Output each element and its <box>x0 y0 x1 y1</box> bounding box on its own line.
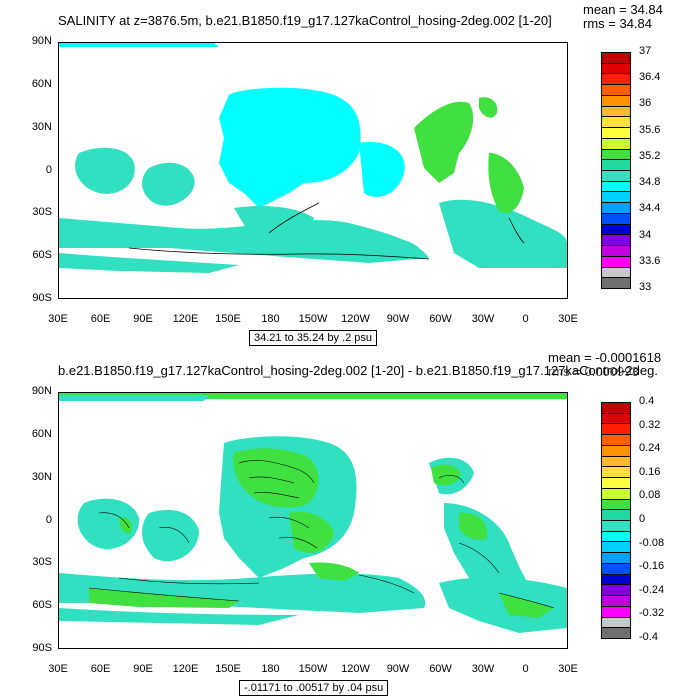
panel1-colorbar <box>601 52 631 289</box>
colorbar-label: 0.24 <box>639 442 661 455</box>
colorbar-label: 33.6 <box>639 254 661 267</box>
p2-lon-label: 30E <box>558 663 578 675</box>
p1-lat-label: 0 <box>45 163 52 176</box>
p2-lon-label: 90W <box>386 663 410 675</box>
p1-lat-label: 30S <box>32 206 52 219</box>
p2-lon-label: 30W <box>471 663 495 675</box>
colorbar-label: 0.16 <box>639 465 661 478</box>
p2-lon-label: 90E <box>133 663 153 675</box>
colorbar-label: 34.8 <box>639 176 661 189</box>
panel2-contour-info: -.01171 to .00517 by .04 psu <box>239 680 389 696</box>
panel1-map <box>59 43 567 273</box>
p2-lat-label: 90S <box>32 642 52 654</box>
p1-lon-label: 90W <box>386 313 410 325</box>
colorbar-label: 34.4 <box>639 202 661 215</box>
panel1-rms: rms = 34.84 <box>583 16 653 31</box>
p1-lon-label: 0 <box>522 313 529 325</box>
colorbar-label: -0.08 <box>639 536 665 549</box>
panel1-contour-info: 34.21 to 35.24 by .2 psu <box>249 330 378 346</box>
p2-lat-label: 60S <box>32 599 52 612</box>
p2-lat-label: 30N <box>31 470 52 483</box>
p2-lon-label: 120E <box>172 663 199 675</box>
p1-lon-label: 150E <box>215 313 241 325</box>
p2-lon-label: 180 <box>261 663 280 675</box>
p2-lon-label: 150W <box>298 663 328 675</box>
colorbar-label: 36.4 <box>639 71 661 84</box>
colorbar-label: 34 <box>639 228 652 241</box>
colorbar-label: -0.32 <box>639 607 665 620</box>
colorbar-segment <box>601 627 631 639</box>
p1-lat-label: 30N <box>31 120 52 133</box>
p1-lon-label: 30E <box>48 313 68 325</box>
colorbar-label: -0.24 <box>639 583 665 596</box>
p2-lon-label: 30E <box>48 663 68 675</box>
panel2-rms: rms = 0.000993 <box>548 364 639 379</box>
p1-lon-label: 90E <box>133 313 153 325</box>
p1-lon-label: 120W <box>341 313 370 325</box>
p1-lat-label: 90N <box>31 35 52 47</box>
p2-lat-label: 90N <box>31 385 52 397</box>
p2-lon-label: 150E <box>215 663 241 675</box>
p2-lon-label: 0 <box>522 663 529 675</box>
panel1-title: SALINITY at z=3876.5m, b.e21.B1850.f19_g… <box>58 13 552 28</box>
colorbar-label: 0 <box>639 513 646 525</box>
colorbar-label: 35.2 <box>639 149 661 162</box>
colorbar-label: -0.16 <box>639 560 665 573</box>
p1-lon-label: 60E <box>90 313 111 325</box>
colorbar-label: -0.4 <box>639 631 658 643</box>
panel1-mean: mean = 34.84 <box>583 2 663 17</box>
p1-lon-label: 180 <box>261 313 280 325</box>
p1-lon-label: 30W <box>471 313 495 325</box>
colorbar-label: 0.08 <box>639 489 661 502</box>
p2-lat-label: 0 <box>45 513 52 526</box>
p2-lon-label: 120W <box>341 663 370 675</box>
colorbar-label: 35.6 <box>639 123 661 136</box>
p2-lat-label: 30S <box>32 556 52 569</box>
colorbar-label: 36 <box>639 97 652 110</box>
p1-lon-label: 30E <box>558 313 578 325</box>
p2-lon-label: 60W <box>429 663 452 675</box>
colorbar-label: 33 <box>639 281 652 293</box>
p2-lon-label: 60E <box>90 663 111 675</box>
p2-lat-label: 60N <box>31 427 52 440</box>
p1-lat-label: 90S <box>32 292 52 304</box>
panel2-colorbar <box>601 402 631 639</box>
panel2-map <box>59 393 567 633</box>
colorbar-segment <box>601 277 631 289</box>
colorbar-label: 37 <box>639 45 652 57</box>
p1-lon-label: 60W <box>429 313 452 325</box>
colorbar-label: 0.4 <box>639 395 655 407</box>
p1-lat-label: 60N <box>31 77 52 90</box>
colorbar-label: 0.32 <box>639 418 661 431</box>
panel2-title: b.e21.B1850.f19_g17.127kaControl_hosing-… <box>58 363 658 378</box>
p1-lon-label: 150W <box>298 313 328 325</box>
p1-lat-label: 60S <box>32 249 52 262</box>
panel2-mean: mean = -0.0001618 <box>548 350 662 365</box>
p1-lon-label: 120E <box>172 313 199 325</box>
